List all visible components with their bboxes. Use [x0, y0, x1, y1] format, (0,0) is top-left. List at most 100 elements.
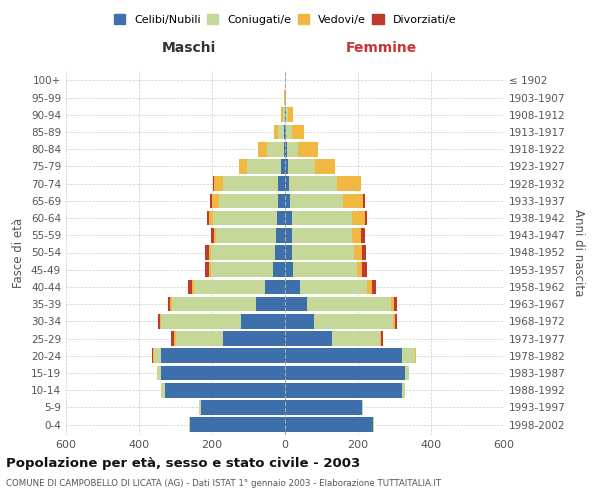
Bar: [290, 194, 343, 208]
Bar: [402, 348, 415, 363]
Bar: [172, 297, 256, 312]
Bar: [285, 176, 289, 191]
Y-axis label: Fasce di età: Fasce di età: [13, 218, 25, 288]
Bar: [276, 228, 285, 242]
Bar: [285, 210, 292, 226]
Bar: [161, 348, 285, 363]
Bar: [157, 366, 161, 380]
Bar: [286, 108, 287, 122]
Bar: [364, 194, 365, 208]
Bar: [288, 159, 315, 174]
Bar: [209, 245, 211, 260]
Bar: [361, 228, 365, 242]
Bar: [210, 194, 212, 208]
Bar: [285, 262, 293, 277]
Bar: [352, 228, 361, 242]
Bar: [206, 210, 209, 226]
Bar: [357, 262, 362, 277]
Bar: [367, 280, 371, 294]
Bar: [281, 108, 283, 122]
Legend: Celibi/Nubili, Coniugati/e, Vedovi/e, Divorziati/e: Celibi/Nubili, Coniugati/e, Vedovi/e, Di…: [109, 10, 461, 29]
Bar: [256, 297, 285, 312]
Bar: [371, 280, 376, 294]
Bar: [285, 228, 292, 242]
Bar: [287, 142, 298, 156]
Bar: [209, 210, 213, 226]
Text: COMUNE DI CAMPOBELLO DI LICATA (AG) - Dati ISTAT 1° gennaio 2003 - Elaborazione : COMUNE DI CAMPOBELLO DI LICATA (AG) - Da…: [6, 479, 441, 488]
Bar: [267, 142, 284, 156]
Bar: [201, 400, 285, 415]
Bar: [152, 348, 153, 363]
Bar: [285, 194, 290, 208]
Bar: [298, 142, 318, 156]
Bar: [292, 228, 352, 242]
Bar: [392, 314, 395, 328]
Bar: [281, 159, 285, 174]
Bar: [247, 159, 281, 174]
Bar: [176, 332, 223, 346]
Bar: [352, 210, 365, 226]
Bar: [209, 262, 211, 277]
Bar: [274, 124, 278, 140]
Bar: [265, 280, 285, 294]
Bar: [168, 297, 170, 312]
Bar: [239, 159, 247, 174]
Bar: [355, 245, 362, 260]
Bar: [158, 314, 160, 328]
Bar: [285, 332, 332, 346]
Bar: [292, 245, 355, 260]
Text: Popolazione per età, sesso e stato civile - 2003: Popolazione per età, sesso e stato civil…: [6, 458, 360, 470]
Bar: [278, 176, 285, 191]
Bar: [223, 176, 278, 191]
Text: Femmine: Femmine: [346, 42, 417, 56]
Bar: [285, 159, 288, 174]
Bar: [382, 332, 383, 346]
Bar: [343, 194, 364, 208]
Bar: [278, 194, 285, 208]
Bar: [175, 332, 176, 346]
Bar: [285, 348, 402, 363]
Bar: [211, 245, 275, 260]
Bar: [241, 314, 285, 328]
Bar: [284, 142, 285, 156]
Bar: [161, 314, 241, 328]
Bar: [406, 366, 409, 380]
Bar: [286, 124, 292, 140]
Bar: [373, 418, 374, 432]
Bar: [391, 297, 394, 312]
Bar: [362, 400, 363, 415]
Bar: [278, 124, 284, 140]
Bar: [307, 297, 391, 312]
Bar: [216, 228, 276, 242]
Bar: [292, 210, 352, 226]
Bar: [192, 280, 194, 294]
Bar: [292, 124, 304, 140]
Bar: [275, 245, 285, 260]
Bar: [274, 262, 285, 277]
Bar: [402, 383, 405, 398]
Bar: [362, 262, 367, 277]
Bar: [285, 383, 402, 398]
Bar: [172, 332, 175, 346]
Bar: [284, 124, 285, 140]
Bar: [415, 348, 416, 363]
Bar: [285, 90, 286, 105]
Bar: [164, 383, 285, 398]
Bar: [285, 366, 406, 380]
Bar: [154, 348, 161, 363]
Bar: [170, 297, 172, 312]
Bar: [190, 418, 285, 432]
Bar: [214, 176, 223, 191]
Bar: [285, 400, 362, 415]
Bar: [362, 245, 366, 260]
Bar: [287, 108, 293, 122]
Bar: [161, 366, 285, 380]
Bar: [337, 176, 361, 191]
Bar: [211, 262, 274, 277]
Bar: [395, 314, 397, 328]
Bar: [289, 176, 337, 191]
Bar: [205, 245, 209, 260]
Bar: [212, 194, 220, 208]
Bar: [220, 194, 278, 208]
Bar: [293, 262, 357, 277]
